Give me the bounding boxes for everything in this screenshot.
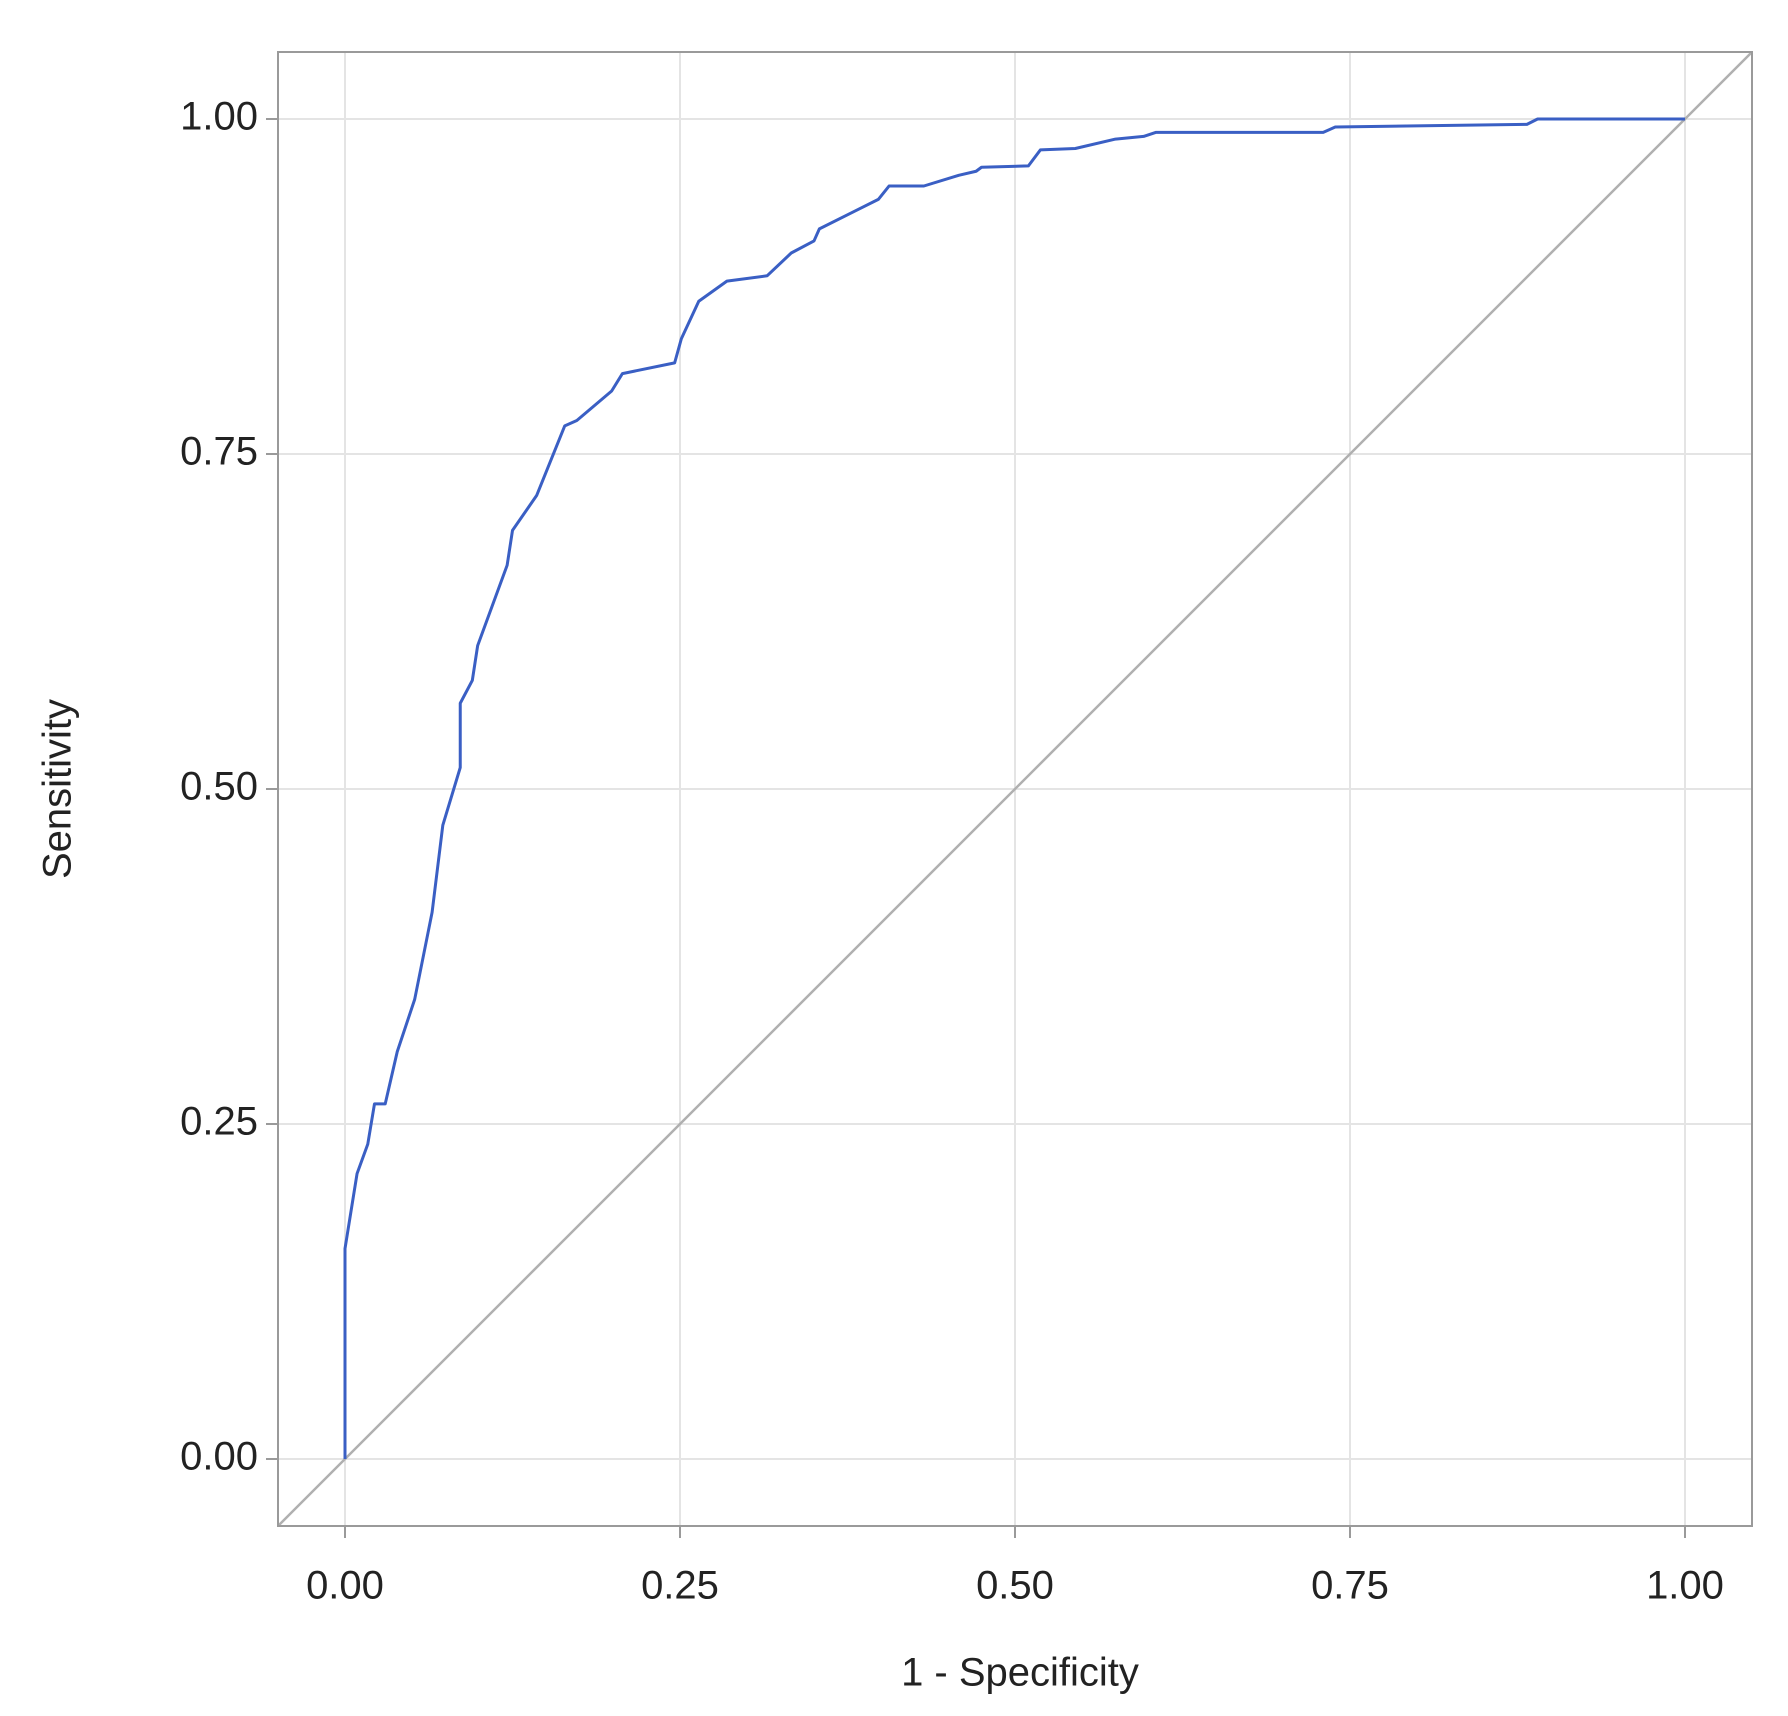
plot-frame [277, 51, 1753, 1527]
x-tick-label: 0.50 [976, 1564, 1054, 1608]
y-tick-label: 1.00 [180, 95, 258, 139]
y-axis-label: Sensitivity [36, 699, 80, 879]
x-tick-label: 0.00 [306, 1564, 384, 1608]
reference-diagonal [278, 52, 1752, 1526]
x-tick-label: 0.25 [641, 1564, 719, 1608]
y-tick-label: 0.00 [180, 1435, 258, 1479]
roc-curve [343, 117, 1685, 1459]
x-tick-label: 1.00 [1646, 1564, 1724, 1608]
x-axis-label: 1 - Specificity [901, 1651, 1139, 1695]
x-tick-label: 0.75 [1311, 1564, 1389, 1608]
y-tick-label: 0.50 [180, 765, 258, 809]
y-tick-label: 0.25 [180, 1100, 258, 1144]
y-tick-label: 0.75 [180, 430, 258, 474]
